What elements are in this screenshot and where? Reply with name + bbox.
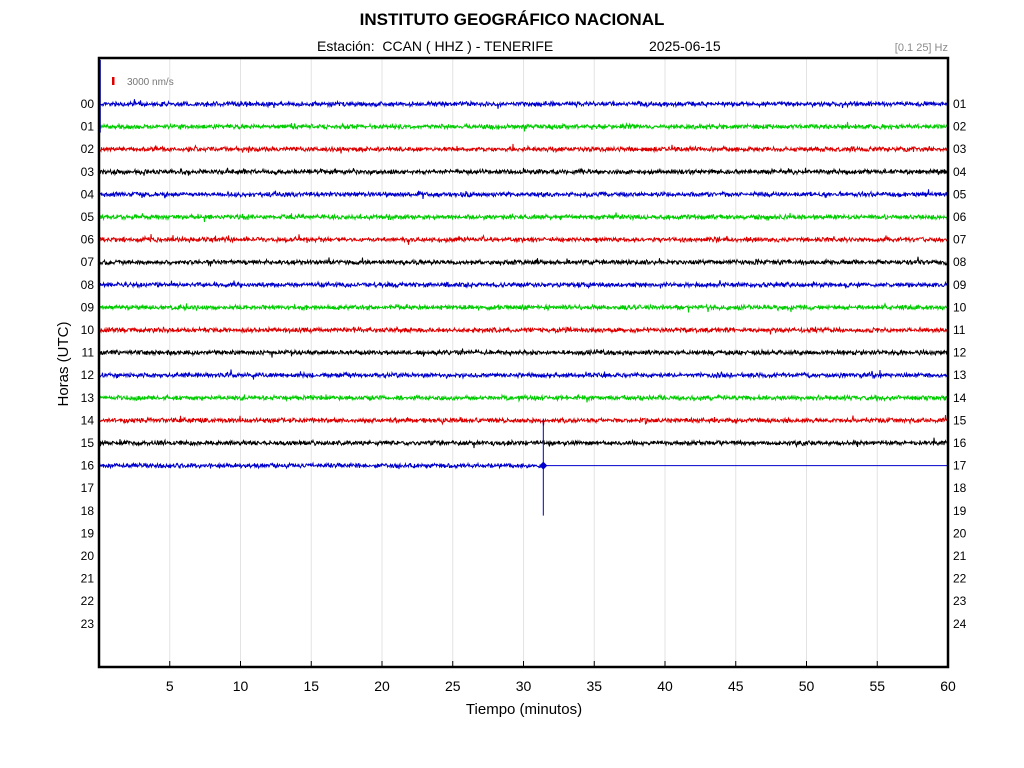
left-hour-label: 00 [81, 97, 95, 111]
x-tick-label: 15 [303, 678, 319, 694]
right-hour-label: 23 [953, 594, 967, 608]
x-tick-label: 50 [799, 678, 815, 694]
trace-hour-11 [98, 348, 949, 358]
left-hour-label: 11 [82, 346, 95, 360]
trace-hour-16 [98, 461, 544, 470]
right-hour-label: 06 [953, 210, 967, 224]
x-tick-label: 25 [445, 678, 461, 694]
right-hour-label: 04 [953, 165, 967, 179]
left-hour-label: 03 [81, 165, 95, 179]
left-hour-label: 02 [81, 142, 95, 156]
scale-label: 3000 nm/s [127, 77, 174, 88]
date-label: 2025-06-15 [649, 38, 721, 54]
scale-bar [112, 77, 115, 85]
right-hour-label: 16 [953, 436, 967, 450]
right-hour-label: 02 [953, 120, 967, 134]
right-hour-label: 18 [953, 481, 967, 495]
x-axis-label: Tiempo (minutos) [466, 701, 582, 718]
right-hour-label: 17 [953, 459, 967, 473]
trace-hour-02 [98, 143, 949, 154]
x-tick-label: 40 [657, 678, 673, 694]
left-hour-label: 17 [81, 481, 95, 495]
right-hour-label: 24 [953, 617, 967, 631]
left-hour-label: 13 [81, 391, 95, 405]
x-tick-label: 60 [940, 678, 956, 694]
chart-subtitle-row: Estación: CCAN ( HHZ ) - TENERIFE 2025-0… [0, 38, 1024, 56]
left-hour-label: 05 [81, 210, 95, 224]
right-hour-label: 01 [953, 97, 967, 111]
trace-hour-07 [98, 256, 949, 267]
right-hour-label: 19 [953, 504, 967, 518]
right-hour-label: 11 [953, 323, 966, 337]
trace-hour-06 [98, 233, 949, 245]
right-hour-label: 12 [953, 346, 967, 360]
left-hour-label: 22 [81, 594, 95, 608]
trace-hour-10 [98, 325, 949, 335]
left-hour-label: 18 [81, 504, 95, 518]
right-hour-label: 13 [953, 368, 967, 382]
trace-hour-01 [98, 121, 949, 132]
left-hour-label: 06 [81, 233, 95, 247]
trace-hour-13 [98, 393, 949, 403]
left-hour-label: 07 [81, 255, 95, 269]
right-hour-label: 10 [953, 300, 967, 314]
y-axis-label: Horas (UTC) [55, 321, 72, 406]
left-hour-label: 09 [81, 300, 95, 314]
left-hour-label: 15 [81, 436, 95, 450]
trace-hour-00 [98, 99, 949, 109]
right-hour-label: 15 [953, 413, 967, 427]
x-tick-label: 30 [516, 678, 532, 694]
trace-hour-08 [98, 280, 949, 290]
trace-hour-04 [98, 189, 949, 199]
right-hour-label: 20 [953, 526, 967, 540]
trace-hour-05 [98, 212, 949, 223]
trace-hour-03 [98, 167, 949, 177]
right-hour-label: 22 [953, 572, 967, 586]
filter-band-label: [0.1 25] Hz [894, 42, 948, 54]
right-hour-label: 21 [953, 549, 967, 563]
x-tick-label: 55 [869, 678, 885, 694]
left-hour-label: 14 [81, 413, 95, 427]
x-tick-label: 10 [233, 678, 249, 694]
trace-hour-09 [98, 302, 949, 313]
left-hour-label: 20 [81, 549, 95, 563]
left-hour-label: 21 [81, 572, 95, 586]
left-hour-label: 23 [81, 617, 95, 631]
right-hour-label: 03 [953, 142, 967, 156]
right-hour-label: 14 [953, 391, 967, 405]
left-hour-label: 12 [81, 368, 95, 382]
x-tick-label: 5 [166, 678, 174, 694]
left-hour-label: 19 [81, 526, 95, 540]
right-hour-label: 08 [953, 255, 967, 269]
trace-hour-15 [98, 437, 949, 449]
trace-hour-12 [98, 369, 949, 380]
left-hour-label: 01 [81, 120, 95, 134]
x-tick-label: 45 [728, 678, 744, 694]
chart-title: INSTITUTO GEOGRÁFICO NACIONAL [359, 10, 665, 29]
right-hour-label: 05 [953, 187, 967, 201]
station-label: Estación: CCAN ( HHZ ) - TENERIFE [317, 38, 554, 54]
right-hour-label: 07 [953, 233, 967, 247]
trace-hour-14 [98, 414, 949, 426]
left-hour-label: 16 [81, 459, 95, 473]
left-hour-label: 08 [81, 278, 95, 292]
x-tick-label: 20 [374, 678, 390, 694]
left-hour-label: 10 [81, 323, 95, 337]
x-tick-label: 35 [586, 678, 602, 694]
right-hour-label: 09 [953, 278, 967, 292]
left-hour-label: 04 [81, 187, 95, 201]
